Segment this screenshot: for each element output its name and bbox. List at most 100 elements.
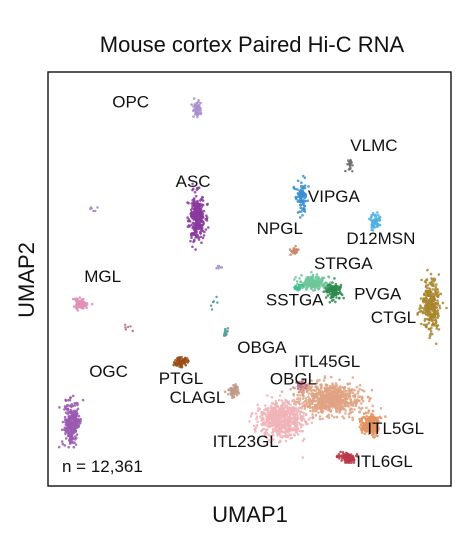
point-ctgl	[425, 323, 429, 326]
point-itl23gl	[269, 411, 273, 414]
point-itl23gl	[272, 408, 276, 412]
point-pvga	[326, 284, 330, 288]
point-npgl	[294, 244, 297, 248]
point-strga	[299, 280, 302, 283]
point-opc	[196, 112, 200, 115]
point-itl45gl	[343, 387, 346, 391]
point-itl23gl	[256, 420, 260, 424]
point-ogc	[73, 413, 77, 417]
point-asc	[196, 220, 200, 224]
point-clagl	[234, 383, 237, 386]
point-itl45gl	[341, 400, 344, 404]
outlier-point	[349, 167, 352, 170]
point-itl45gl	[371, 404, 375, 408]
point-itl45gl	[353, 408, 356, 411]
point-ogc	[67, 416, 71, 420]
point-ptgl	[180, 355, 183, 359]
point-itl23gl	[304, 422, 308, 426]
point-ogc	[71, 410, 74, 413]
point-itl23gl	[278, 432, 281, 436]
point-itl45gl	[322, 395, 325, 399]
point-ptgl	[178, 360, 182, 364]
point-itl45gl	[318, 379, 321, 382]
point-npgl	[291, 249, 295, 253]
point-itl45gl	[300, 389, 304, 393]
point-itl23gl	[267, 424, 271, 428]
point-ctgl	[420, 322, 423, 326]
point-itl23gl	[287, 422, 290, 426]
point-ctgl	[426, 294, 430, 298]
cluster-label-layer: OPC VLMC VIPGA ASC NPGL D12MSN STRGA PVGA SSTGA C…	[84, 92, 424, 471]
point-ctgl	[428, 310, 432, 314]
point-mgl	[79, 300, 82, 303]
point-ctgl	[432, 305, 435, 309]
point-vipga	[303, 210, 307, 213]
point-pvga	[333, 286, 337, 289]
point-asc	[189, 208, 193, 212]
point-d12msn	[376, 213, 380, 217]
point-itl23gl	[284, 426, 287, 430]
point-itl23gl	[298, 406, 302, 410]
point-itl5gl	[365, 415, 369, 418]
point-itl45gl	[353, 394, 356, 397]
point-d12msn	[372, 213, 375, 217]
point-itl45gl	[360, 402, 363, 405]
point-vipga	[297, 192, 300, 196]
point-itl45gl	[351, 416, 354, 420]
point-ogc	[67, 426, 71, 430]
point-clagl	[233, 387, 236, 391]
point-itl45gl	[345, 397, 349, 401]
point-itl23gl	[249, 415, 253, 418]
point-itl23gl	[295, 419, 299, 422]
point-itl45gl	[280, 390, 284, 394]
point-itl45gl	[313, 404, 317, 407]
point-itl45gl	[302, 383, 305, 387]
point-d12msn	[369, 216, 373, 219]
point-asc	[194, 201, 198, 204]
outlier-point	[217, 267, 220, 270]
point-itl23gl	[256, 409, 260, 413]
point-vipga	[304, 193, 308, 197]
point-itl5gl	[376, 419, 380, 423]
point-ctgl	[428, 281, 432, 285]
point-itl45gl	[309, 387, 312, 391]
point-ctgl	[424, 281, 428, 284]
cluster-label-itl45gl: ITL45GL	[294, 352, 360, 371]
point-ogc	[66, 408, 70, 411]
point-itl45gl	[310, 395, 314, 398]
point-itl23gl	[292, 415, 296, 419]
point-asc	[197, 186, 201, 189]
point-itl45gl	[327, 413, 331, 417]
point-obga	[226, 327, 230, 330]
point-asc	[191, 182, 194, 186]
point-npgl	[297, 248, 300, 251]
point-clagl	[236, 390, 240, 394]
point-itl45gl	[289, 387, 292, 391]
point-asc	[194, 230, 197, 234]
point-itl45gl	[358, 383, 362, 387]
point-layer	[57, 97, 448, 465]
point-ctgl	[434, 312, 438, 316]
point-sstga	[301, 284, 305, 287]
point-itl45gl	[356, 392, 360, 395]
point-itl6gl	[348, 454, 351, 458]
point-itl23gl	[310, 421, 314, 425]
point-ctgl	[424, 304, 427, 307]
point-itl45gl	[343, 407, 346, 411]
point-ctgl	[424, 307, 428, 310]
point-itl45gl	[348, 382, 352, 385]
point-itl23gl	[262, 418, 265, 422]
point-ogc	[77, 414, 81, 418]
outlier-point	[211, 300, 215, 304]
cluster-itl23gl	[248, 394, 314, 459]
point-ogc	[65, 427, 68, 430]
point-strga	[316, 286, 319, 289]
point-ogc	[64, 432, 67, 436]
point-itl23gl	[298, 429, 301, 433]
point-itl5gl	[376, 429, 380, 432]
point-ogc	[60, 428, 64, 432]
point-asc	[194, 236, 197, 239]
point-itl45gl	[344, 412, 347, 415]
point-obga	[224, 330, 228, 334]
point-itl45gl	[325, 392, 329, 396]
